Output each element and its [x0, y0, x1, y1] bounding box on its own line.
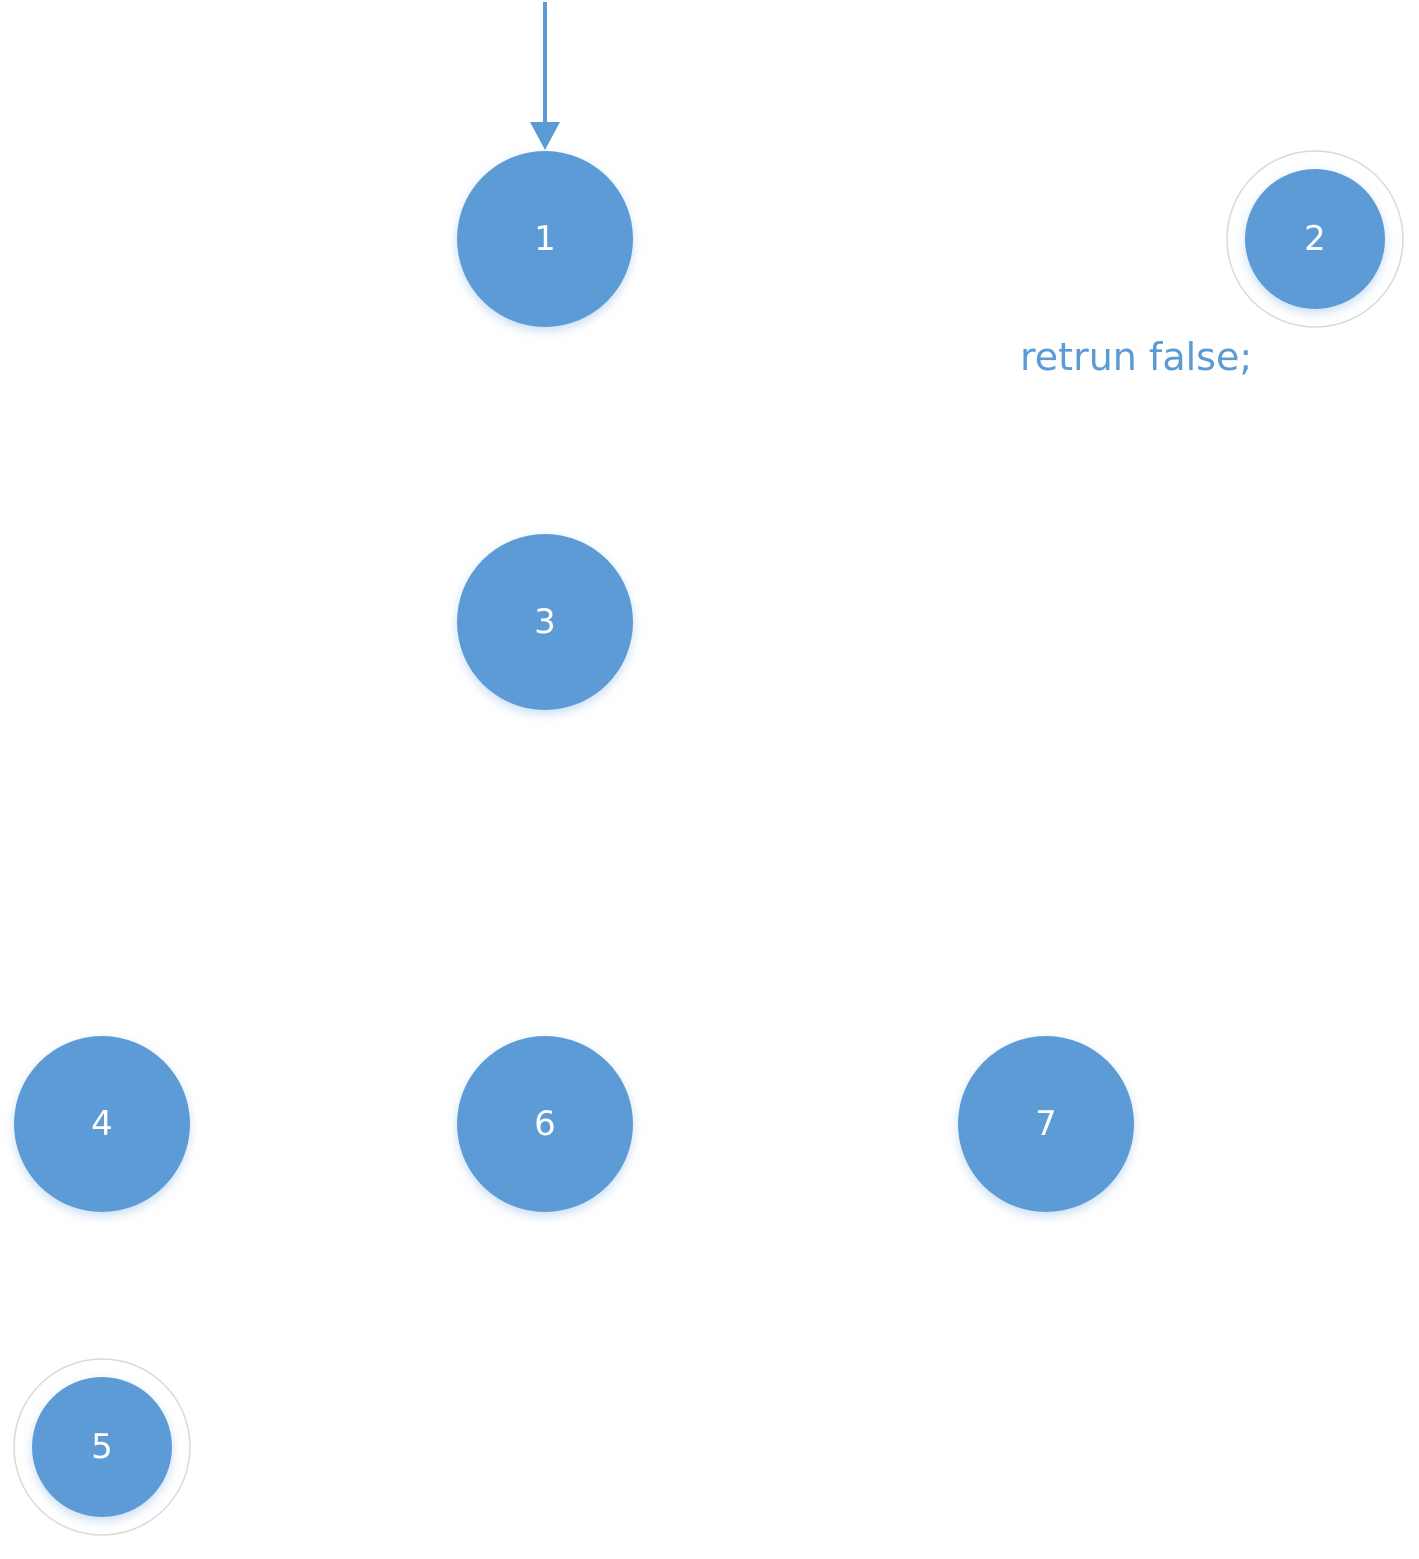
initial-arrow-head — [530, 122, 560, 150]
state-4-circle — [14, 1036, 190, 1212]
state-5[interactable]: 5 — [13, 1358, 191, 1536]
state-6-circle — [457, 1036, 633, 1212]
state-1[interactable]: 1 — [457, 151, 633, 327]
state-6[interactable]: 6 — [457, 1036, 633, 1212]
state-2-circle — [1245, 169, 1385, 309]
state-4-label: 4 — [91, 1104, 113, 1144]
state-7[interactable]: 7 — [958, 1036, 1134, 1212]
state-5-label: 5 — [91, 1427, 113, 1467]
state-7-circle — [958, 1036, 1134, 1212]
state-2-label: 2 — [1304, 219, 1326, 259]
state-7-label: 7 — [1035, 1104, 1057, 1144]
state-1-circle — [457, 151, 633, 327]
state-5-outer-ring — [13, 1358, 191, 1536]
state-5-circle — [32, 1377, 172, 1517]
state-6-label: 6 — [534, 1104, 556, 1144]
state-2-annotation: retrun false; — [1020, 335, 1252, 379]
initial-arrow — [530, 2, 560, 150]
state-3-circle — [457, 534, 633, 710]
state-3[interactable]: 3 — [457, 534, 633, 710]
state-2-outer-ring — [1226, 150, 1404, 328]
state-4[interactable]: 4 — [14, 1036, 190, 1212]
state-2[interactable]: 2 — [1226, 150, 1404, 328]
state-1-label: 1 — [534, 219, 556, 259]
state-3-label: 3 — [534, 602, 556, 642]
